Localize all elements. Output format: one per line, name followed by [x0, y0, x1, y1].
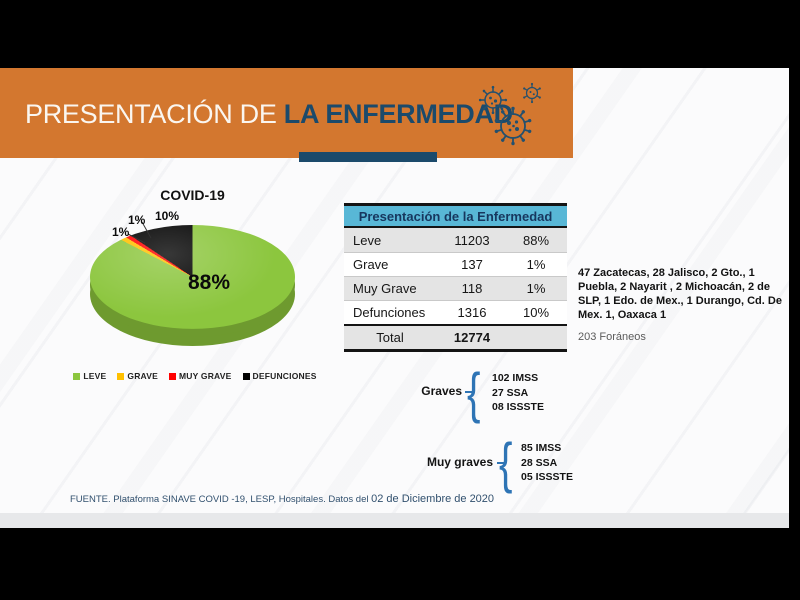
legend-label-defunciones: DEFUNCIONES [252, 371, 317, 381]
row-value: 1316 [457, 305, 487, 320]
row-value: 137 [461, 257, 483, 272]
legend-swatch-muy-grave [169, 372, 177, 380]
legend-item-muy-grave: MUY GRAVE [169, 371, 232, 381]
row-percent: 1% [526, 281, 546, 296]
table-title: Presentación de la Enfermedad [344, 206, 567, 228]
pie-legend: LEVE GRAVE MUY GRAVE DEFUNCIONES [70, 371, 320, 381]
pie-surface [90, 225, 295, 329]
legend-swatch-defunciones [242, 372, 250, 380]
row-value: 11203 [454, 232, 490, 248]
pie-label-defunciones: 10% [155, 209, 180, 223]
presentation-table: Presentación de la Enfermedad Leve 11203… [344, 203, 567, 352]
muy-graves-item: 28 SSA [521, 456, 558, 469]
bottom-gray-strip [0, 513, 789, 528]
muy-graves-label: Muy graves [426, 455, 493, 469]
row-percent: 88% [522, 232, 550, 248]
legend-item-defunciones: DEFUNCIONES [242, 371, 317, 381]
source-text: FUENTE. Plataforma SINAVE COVID -19, LES… [70, 494, 372, 505]
legend-item-grave: GRAVE [117, 371, 158, 381]
graves-item: 102 IMSS [492, 372, 539, 384]
graves-items: 102 IMSS 27 SSA 08 ISSSTE [492, 371, 544, 415]
total-label: Total [376, 330, 404, 345]
table-row: Defunciones 1316 10% [344, 300, 567, 324]
legend-label-grave: GRAVE [127, 371, 159, 381]
muy-graves-brace: { [499, 431, 513, 494]
states-note: 47 Zacatecas, 28 Jalisco, 2 Gto., 1 Pueb… [578, 267, 782, 321]
total-value: 12774 [453, 330, 491, 345]
legend-label-muy-grave: MUY GRAVE [179, 371, 232, 381]
row-label: Defunciones [353, 305, 426, 320]
muy-graves-items: 85 IMSS 28 SSA 05 ISSSTE [521, 441, 573, 485]
pie-label-muy-grave: 1% [128, 213, 146, 227]
pie-chart [90, 225, 295, 350]
row-percent: 1% [526, 257, 546, 272]
source-date: 02 de Diciembre de 2020 [371, 493, 495, 505]
row-value: 118 [461, 281, 483, 296]
graves-item: 08 ISSSTE [492, 401, 544, 413]
legend-swatch-grave [117, 372, 125, 380]
row-label: Grave [353, 257, 389, 272]
pie-leader-lines [127, 221, 152, 244]
graves-item: 27 SSA [492, 386, 529, 399]
page-title: PRESENTACIÓN DE LA ENFERMEDAD [25, 96, 513, 132]
legend-label-leve: LEVE [83, 371, 107, 381]
pie-label-leve: 88% [188, 271, 231, 294]
muy-graves-item: 05 ISSSTE [521, 471, 573, 483]
row-label: Leve [353, 232, 382, 248]
muy-graves-dash [497, 462, 505, 464]
table-row: Grave 137 1% [344, 252, 567, 276]
source-footer: FUENTE. Plataforma SINAVE COVID -19, LES… [70, 489, 494, 507]
foreign-note: 203 Foráneos [578, 331, 646, 343]
page-title-emphasis: LA ENFERMEDAD [283, 99, 513, 129]
pie-gloss-highlight [90, 225, 295, 329]
legend-swatch-leve [73, 372, 81, 380]
header-band [0, 68, 573, 158]
table-total-row: Total 12774 [344, 324, 567, 349]
legend-item-leve: LEVE [73, 371, 106, 381]
header-accent-bar [299, 152, 437, 162]
muy-graves-item: 85 IMSS [521, 442, 562, 454]
graves-dash [465, 391, 473, 393]
page-title-prefix: PRESENTACIÓN DE [25, 99, 284, 129]
pie-label-grave: 1% [112, 225, 130, 239]
table-row: Leve 11203 88% [344, 228, 567, 252]
virus-icon [478, 82, 541, 146]
table-row: Muy Grave 118 1% [344, 276, 567, 300]
graves-label: Graves [421, 384, 462, 398]
graves-brace: { [467, 361, 481, 424]
row-percent: 10% [522, 305, 550, 320]
pie-chart-title: COVID-19 [160, 187, 225, 203]
row-label: Muy Grave [353, 281, 417, 296]
